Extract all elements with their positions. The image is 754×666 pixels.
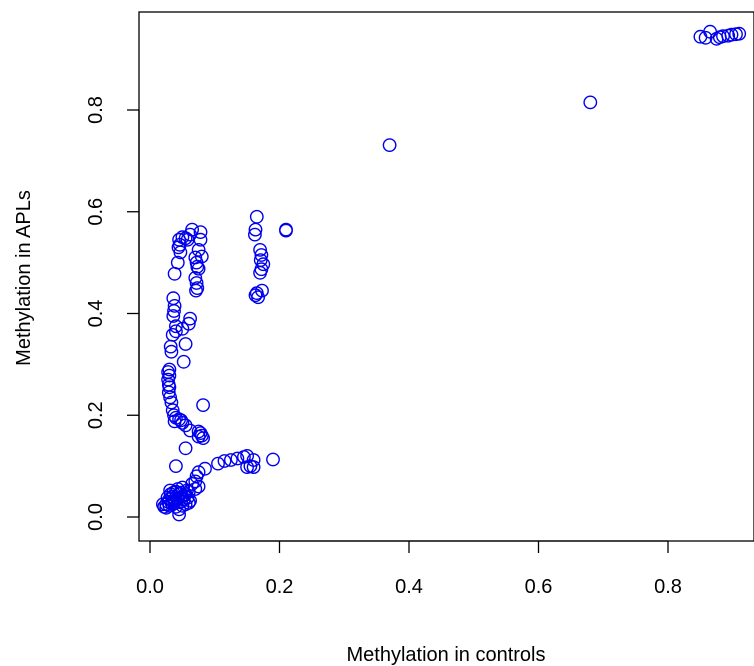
data-point	[217, 454, 232, 468]
data-point	[173, 485, 188, 500]
x-tick-label: 0.0	[136, 576, 164, 598]
data-point	[167, 298, 182, 313]
data-point	[190, 281, 205, 295]
data-point	[240, 460, 255, 474]
data-point	[189, 276, 204, 290]
data-point	[249, 209, 264, 224]
data-point	[236, 450, 251, 464]
data-point	[254, 248, 269, 262]
data-point	[266, 452, 280, 467]
x-axis-title: Methylation in controls	[347, 644, 546, 666]
y-axis-title: Methylation in APLs	[13, 190, 35, 366]
data-point	[168, 499, 183, 514]
data-point	[165, 403, 180, 418]
data-point	[168, 324, 183, 339]
data-point	[167, 266, 182, 281]
data-point	[163, 339, 178, 354]
data-point	[189, 283, 203, 298]
data-point	[177, 488, 192, 503]
data-point	[178, 337, 193, 351]
data-point	[247, 227, 262, 242]
x-tick-label: 0.2	[266, 576, 294, 598]
data-point	[724, 27, 739, 42]
data-point	[251, 290, 266, 305]
data-point	[165, 327, 180, 342]
data-point	[246, 460, 261, 474]
data-point	[163, 483, 178, 498]
data-point	[183, 311, 198, 326]
data-point	[164, 395, 179, 410]
data-point	[193, 225, 208, 240]
data-point	[193, 232, 208, 247]
data-point	[166, 309, 181, 323]
data-point	[162, 362, 177, 377]
data-point	[382, 138, 397, 153]
y-tick-label: 0.0	[85, 503, 107, 531]
data-point	[223, 453, 238, 467]
points-layer	[155, 24, 747, 522]
data-point	[163, 390, 178, 405]
y-tick-label: 0.6	[85, 198, 107, 226]
data-point	[175, 415, 190, 430]
data-point	[173, 245, 188, 260]
data-point	[198, 461, 212, 476]
x-tick-label: 0.4	[395, 576, 423, 598]
data-point	[230, 451, 245, 466]
data-point	[732, 26, 747, 41]
data-point	[211, 456, 225, 471]
data-point	[583, 95, 598, 110]
data-point	[161, 385, 176, 400]
data-point	[168, 319, 183, 334]
data-point	[191, 261, 206, 276]
data-point	[167, 304, 181, 318]
data-point	[178, 441, 193, 456]
data-point	[698, 30, 713, 45]
data-point	[248, 222, 263, 237]
data-point	[716, 29, 730, 44]
data-point	[168, 459, 183, 473]
data-point	[196, 398, 211, 412]
data-point	[176, 354, 191, 369]
data-point	[164, 344, 179, 359]
data-point	[279, 223, 293, 238]
data-point	[253, 265, 268, 280]
y-tick-label: 0.8	[85, 96, 107, 124]
data-point	[248, 288, 263, 303]
data-point	[196, 431, 211, 445]
data-point	[693, 29, 708, 44]
data-point	[175, 321, 190, 336]
y-tick-label: 0.2	[85, 401, 107, 429]
y-axis: 0.0 0.2 0.4 0.6 0.8	[85, 96, 140, 531]
data-point	[162, 380, 177, 395]
data-point	[253, 242, 268, 257]
data-point	[190, 259, 205, 274]
y-tick-label: 0.4	[85, 300, 107, 328]
data-point	[178, 418, 193, 433]
x-axis: 0.0 0.2 0.4 0.6 0.8	[136, 540, 682, 598]
x-tick-label: 0.6	[525, 576, 553, 598]
x-tick-label: 0.8	[654, 576, 682, 598]
